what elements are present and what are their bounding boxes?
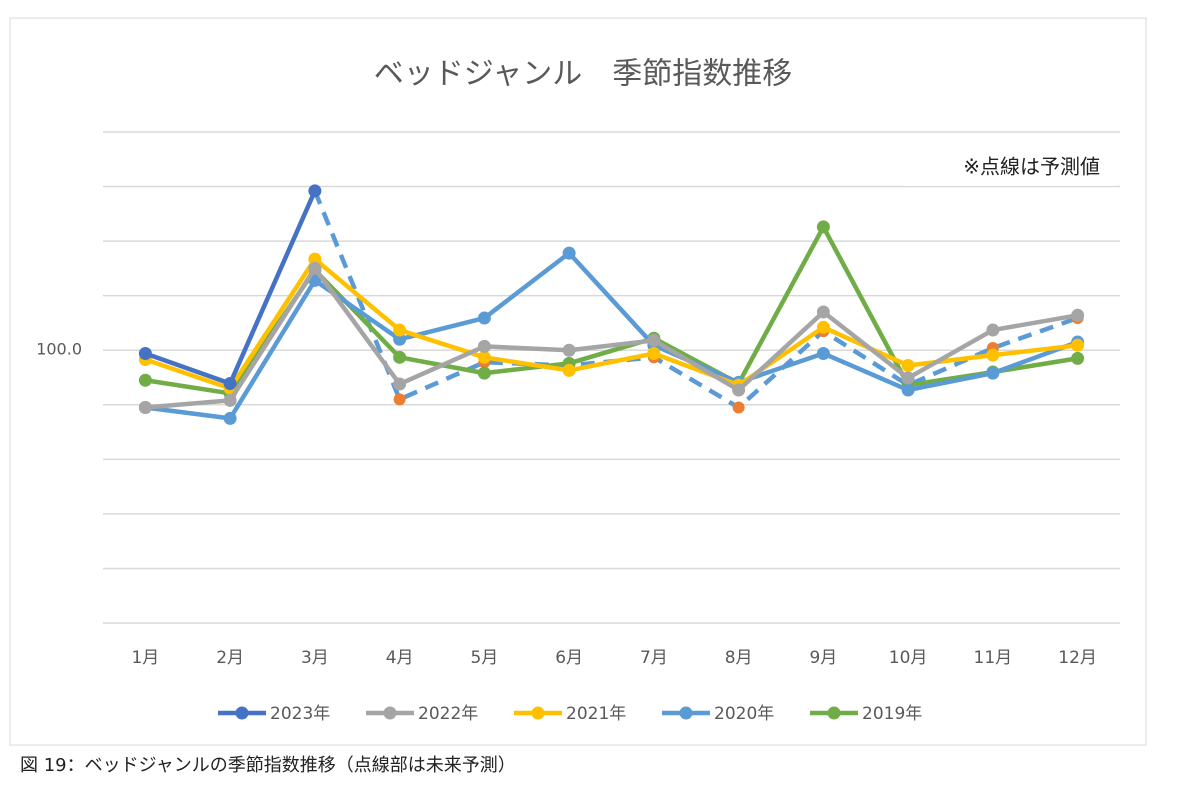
point [393, 350, 407, 364]
legend-label: 2022年 [418, 704, 478, 724]
x-tick-label: 6月 [555, 648, 583, 668]
legend-label: 2020年 [714, 704, 774, 724]
point [816, 346, 830, 360]
point [308, 261, 322, 275]
x-tick-label: 7月 [640, 648, 668, 668]
y-tick-label: 100.0 [36, 340, 82, 359]
chart-title: ベッドジャンル 季節指数推移 [374, 57, 793, 92]
point [816, 320, 830, 334]
x-tick-label: 8月 [725, 648, 753, 668]
legend-marker [679, 706, 693, 720]
caption: 図 19：ベッドジャンルの季節指数推移（点線部は未来予測） [20, 755, 516, 776]
point [816, 220, 830, 234]
point [393, 323, 407, 337]
legend-label: 2021年 [566, 704, 626, 724]
legend-label: 2023年 [270, 704, 330, 724]
legend-marker [235, 706, 249, 720]
forecast-marker [732, 401, 745, 414]
point [901, 383, 915, 397]
point [308, 252, 322, 266]
annotation-bg [905, 150, 1115, 186]
x-tick-label: 1月 [131, 648, 159, 668]
legend-marker [383, 706, 397, 720]
point [393, 332, 407, 346]
series-line [144, 256, 1078, 391]
point [477, 311, 491, 325]
point [1071, 351, 1085, 365]
point [901, 358, 915, 372]
point [647, 346, 661, 360]
x-tick-label: 3月 [301, 648, 329, 668]
legend-marker [531, 706, 545, 720]
point [901, 371, 915, 385]
point [308, 184, 322, 198]
point [986, 323, 1000, 337]
point [986, 366, 1000, 380]
point [477, 339, 491, 353]
point [562, 363, 576, 377]
point [986, 348, 1000, 362]
forecast-line [312, 190, 1079, 410]
point [223, 377, 237, 391]
point [816, 305, 830, 319]
point [138, 346, 152, 360]
point [1071, 308, 1085, 322]
x-tick-label: 2月 [216, 648, 244, 668]
point [223, 393, 237, 407]
legend-marker [827, 706, 841, 720]
point [138, 373, 152, 387]
annotation: ※点線は予測値 [963, 155, 1100, 179]
x-tick-label: 5月 [470, 648, 498, 668]
point [477, 366, 491, 380]
forecast-marker [393, 393, 406, 406]
point [477, 350, 491, 364]
point [1071, 338, 1085, 352]
legend-label: 2019年 [862, 704, 922, 724]
x-tick-label: 4月 [386, 648, 414, 668]
point [562, 343, 576, 357]
x-tick-label: 12月 [1058, 648, 1097, 668]
x-tick-label: 10月 [889, 648, 928, 668]
point [223, 411, 237, 425]
x-tick-label: 9月 [809, 648, 837, 668]
series-line [145, 266, 1079, 410]
chart-frame [9, 17, 1147, 746]
x-tick-label: 11月 [974, 648, 1013, 668]
point [647, 333, 661, 347]
point [138, 401, 152, 415]
point [393, 377, 407, 391]
point [562, 246, 576, 260]
series-line [145, 250, 1079, 421]
point [732, 383, 746, 397]
